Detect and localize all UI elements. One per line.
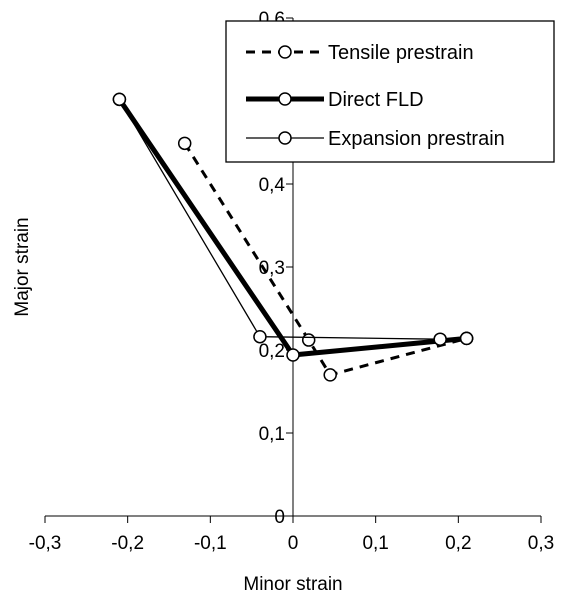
- data-point: [459, 331, 474, 346]
- series-line: [118, 98, 467, 340]
- series-thin: [112, 92, 474, 346]
- data-point: [286, 348, 300, 362]
- y-tick-label: 0,2: [259, 341, 285, 362]
- series-layer: [112, 92, 474, 382]
- x-tick-label: 0,1: [362, 533, 388, 554]
- legend-label: Expansion prestrain: [328, 128, 505, 150]
- data-point: [112, 92, 127, 107]
- legend: Tensile prestrain Direct FLD Expansion pre…: [225, 20, 555, 163]
- legend-label: Tensile prestrain: [328, 42, 474, 64]
- x-tick-label: -0,1: [194, 533, 227, 554]
- x-tick-label: 0,3: [528, 533, 554, 554]
- data-point: [433, 332, 447, 346]
- data-point: [177, 136, 192, 151]
- y-tick-label: 0,1: [259, 424, 285, 445]
- data-point: [253, 329, 267, 344]
- data-point: [323, 368, 337, 382]
- y-axis-title: Major strain: [12, 217, 33, 316]
- legend-marker: [278, 92, 292, 106]
- x-axis-title: Minor strain: [243, 574, 342, 595]
- series-line: [183, 142, 467, 377]
- legend-marker: [278, 45, 292, 59]
- x-tick-label: 0,2: [445, 533, 471, 554]
- x-tick-label: -0,3: [29, 533, 62, 554]
- legend-label: Direct FLD: [328, 89, 424, 111]
- legend-marker: [278, 131, 292, 145]
- y-tick-label: 0: [274, 507, 285, 528]
- x-tick-label: 0: [288, 533, 299, 554]
- y-tick-label: 0,4: [259, 175, 286, 196]
- x-tick-label: -0,2: [111, 533, 144, 554]
- y-tick-label: 0,3: [259, 258, 285, 279]
- data-point: [301, 333, 316, 347]
